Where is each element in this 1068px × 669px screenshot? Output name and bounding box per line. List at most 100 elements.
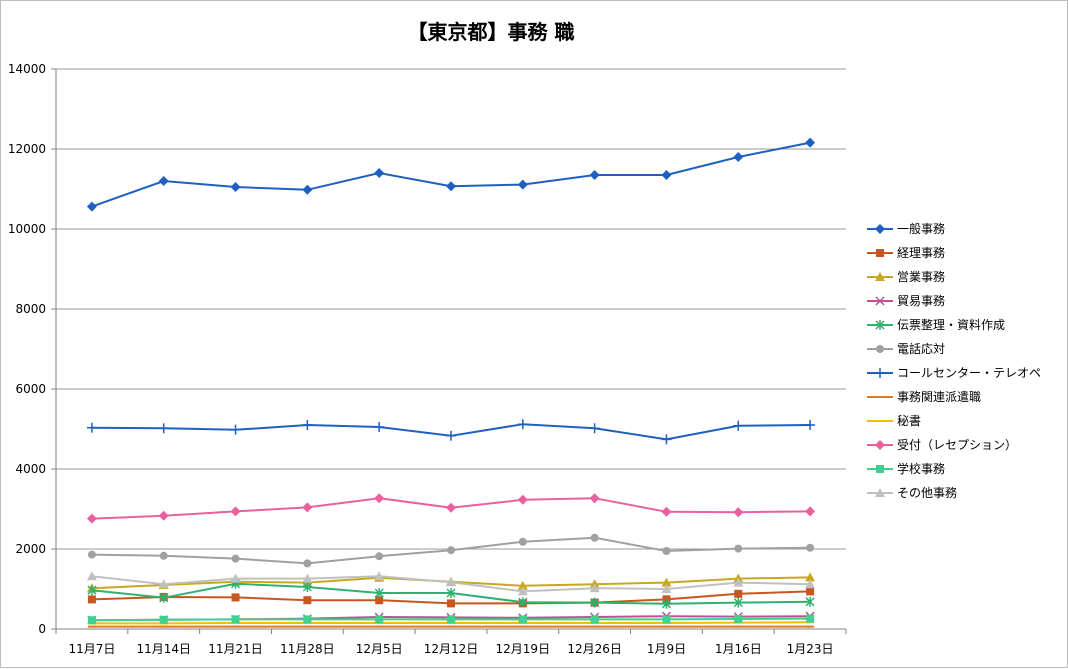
- data-point-9-4: [374, 493, 385, 504]
- data-point-2-10: [805, 572, 816, 582]
- legend-marker-9: [875, 440, 885, 450]
- legend-marker-1: [876, 249, 884, 257]
- data-point-11-2: [230, 573, 241, 583]
- legend-label-10: 学校事務: [897, 461, 945, 476]
- data-point-10-0: [87, 616, 96, 625]
- data-point-5-0: [87, 550, 96, 559]
- data-point-6-9: [733, 420, 744, 431]
- y-tick-label-4: 8000: [15, 302, 46, 316]
- data-point-6-3: [302, 420, 313, 430]
- legend-label-1: 経理事務: [897, 246, 945, 260]
- legend-label-6: コールセンター・テレオペ: [897, 366, 1041, 380]
- x-tick-label-4: 12月5日: [356, 642, 403, 656]
- legend-label-7: 事務関連派遣職: [897, 389, 981, 404]
- legend-marker-5: [876, 345, 884, 353]
- data-point-0-4: [374, 168, 385, 178]
- data-point-11-10: [805, 579, 816, 589]
- legend-label-4: 伝票整理・資料作成: [897, 317, 1005, 332]
- data-point-5-4: [375, 552, 384, 561]
- x-tick-label-8: 1月9日: [647, 642, 686, 656]
- data-point-4-6: [518, 597, 528, 608]
- data-point-11-3: [302, 573, 313, 583]
- data-point-9-9: [733, 507, 744, 518]
- data-point-5-3: [303, 559, 312, 568]
- x-tick-label-5: 12月12日: [424, 642, 479, 656]
- x-tick-label-0: 11月7日: [68, 642, 115, 656]
- data-point-5-9: [734, 544, 743, 553]
- legend-label-3: 貿易事務: [897, 294, 945, 308]
- data-point-5-5: [447, 546, 455, 555]
- data-point-4-1: [159, 592, 169, 603]
- data-point-11-8: [661, 584, 672, 593]
- data-point-11-6: [517, 586, 528, 596]
- data-point-6-8: [661, 434, 672, 445]
- data-point-2-8: [661, 577, 672, 587]
- data-point-11-7: [589, 583, 600, 593]
- y-tick-label-5: 10000: [8, 222, 46, 236]
- data-point-0-3: [302, 184, 313, 195]
- data-point-0-10: [805, 137, 816, 148]
- y-tick-label-7: 14000: [8, 62, 46, 76]
- data-point-10-2: [231, 615, 240, 624]
- data-point-0-7: [589, 170, 600, 180]
- data-point-10-1: [159, 615, 168, 624]
- x-tick-label-6: 12月19日: [496, 642, 551, 656]
- x-tick-label-1: 11月14日: [136, 642, 191, 656]
- legend-marker-10: [876, 465, 884, 473]
- x-tick-label-10: 1月23日: [787, 642, 834, 656]
- legend-label-0: 一般事務: [897, 221, 945, 236]
- data-point-9-7: [589, 493, 600, 504]
- data-point-4-3: [302, 582, 312, 592]
- legend-label-8: 秘書: [897, 414, 921, 428]
- data-point-6-5: [446, 430, 456, 441]
- legend-marker-6: [875, 368, 885, 378]
- data-point-4-8: [661, 598, 671, 609]
- data-point-1-4: [375, 596, 384, 605]
- data-point-4-7: [590, 597, 600, 608]
- data-point-0-6: [517, 179, 528, 190]
- data-point-11-1: [158, 579, 169, 589]
- data-point-9-8: [661, 506, 672, 517]
- data-point-10-4: [375, 615, 384, 624]
- data-point-11-5: [446, 577, 456, 587]
- data-point-0-2: [230, 182, 241, 192]
- data-point-6-6: [517, 419, 528, 430]
- y-tick-label-1: 2000: [15, 542, 46, 556]
- data-point-9-6: [517, 494, 528, 505]
- data-point-5-7: [590, 533, 599, 542]
- data-point-5-2: [231, 554, 240, 563]
- data-point-6-0: [86, 422, 97, 433]
- data-point-4-10: [805, 596, 815, 607]
- x-tick-label-3: 11月28日: [280, 642, 335, 656]
- data-point-9-1: [158, 510, 169, 521]
- legend-label-9: 受付（レセプション）: [897, 438, 1017, 452]
- data-point-1-3: [303, 596, 312, 605]
- data-point-6-10: [805, 420, 816, 430]
- data-point-5-10: [806, 543, 815, 552]
- data-point-10-7: [590, 615, 599, 624]
- data-point-9-3: [302, 502, 313, 513]
- data-point-4-4: [374, 588, 384, 598]
- legend-label-5: 電話応対: [897, 341, 945, 356]
- data-point-10-6: [518, 615, 527, 624]
- data-point-0-5: [446, 181, 456, 192]
- legend-label-2: 営業事務: [897, 270, 945, 284]
- data-point-10-10: [806, 614, 815, 623]
- data-point-11-0: [86, 571, 97, 581]
- x-tick-label-7: 12月26日: [567, 642, 622, 656]
- legend-marker-0: [875, 224, 885, 234]
- data-point-10-3: [303, 615, 312, 624]
- data-point-6-2: [230, 424, 241, 435]
- data-point-9-10: [805, 506, 816, 517]
- data-point-0-1: [158, 176, 169, 186]
- data-point-5-1: [159, 551, 168, 560]
- legend-marker-4: [875, 320, 885, 330]
- y-tick-label-0: 0: [38, 622, 46, 636]
- data-point-5-6: [518, 537, 527, 546]
- data-point-10-5: [447, 615, 455, 624]
- data-point-6-4: [374, 422, 385, 432]
- data-point-10-9: [734, 615, 743, 623]
- data-point-6-1: [158, 423, 169, 434]
- y-tick-label-2: 4000: [15, 462, 46, 476]
